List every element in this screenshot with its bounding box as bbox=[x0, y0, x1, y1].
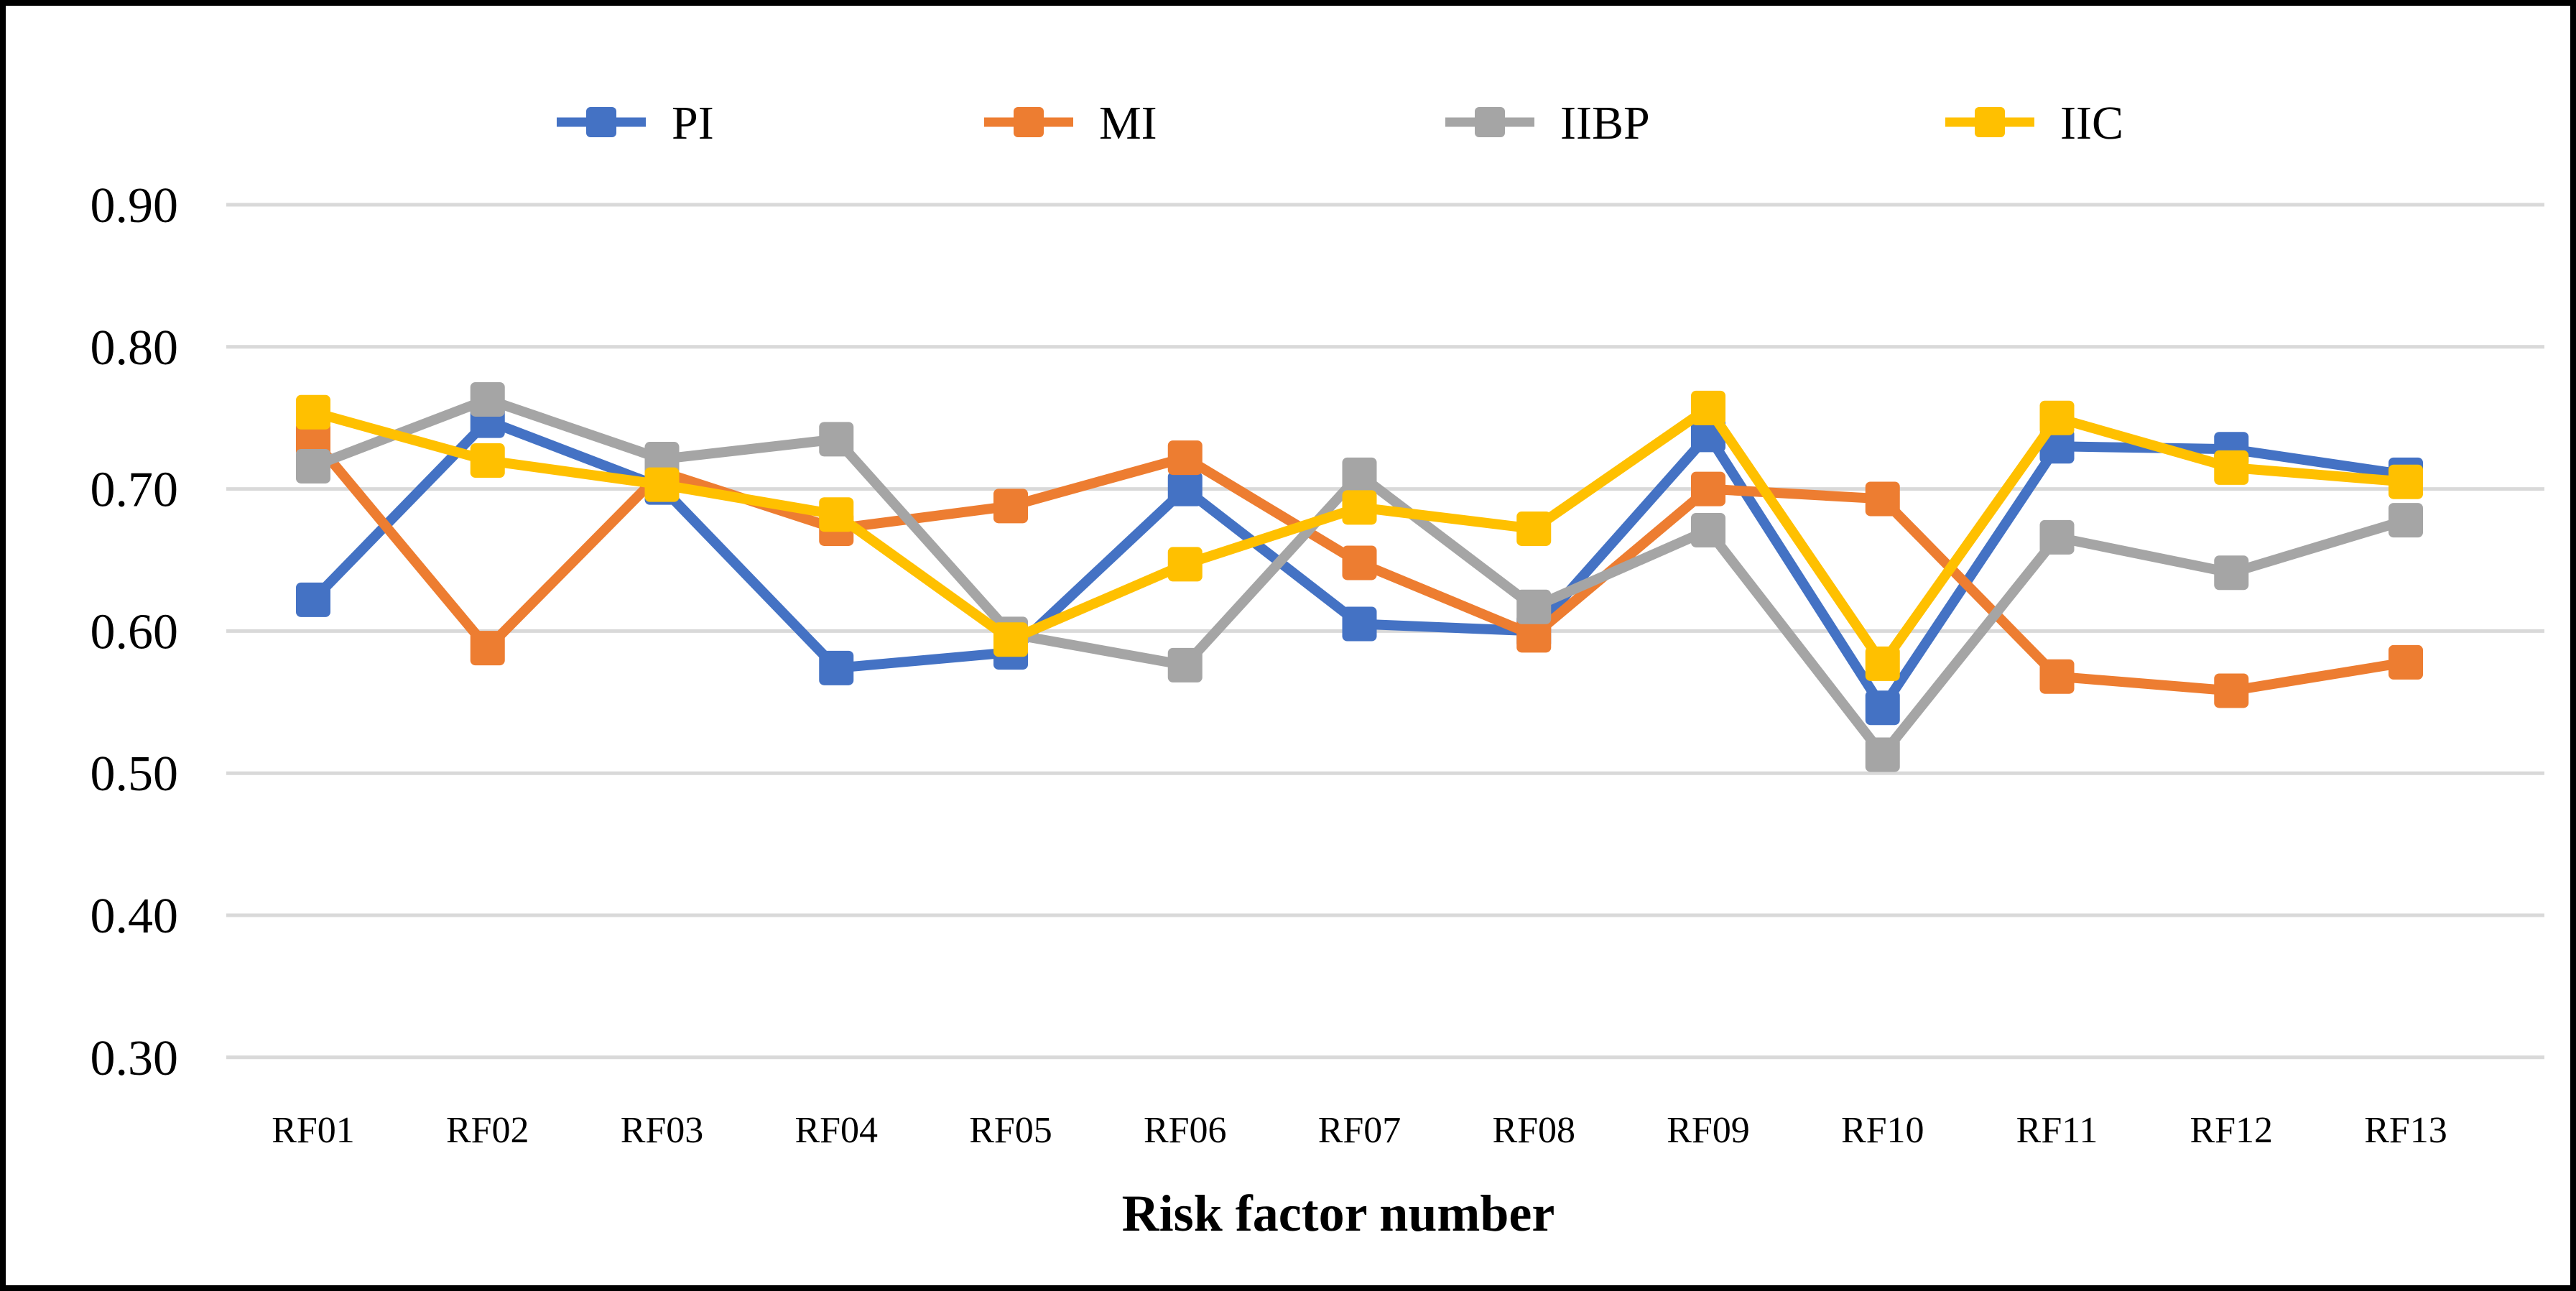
series-marker-IIC-RF05 bbox=[993, 622, 1028, 657]
series-marker-IIBP-RF01 bbox=[296, 448, 330, 483]
x-tick-label-RF02: RF02 bbox=[446, 1110, 529, 1151]
series-marker-IIBP-RF08 bbox=[1516, 589, 1552, 624]
series-marker-IIBP-RF10 bbox=[1865, 737, 1900, 772]
series-marker-IIC-RF01 bbox=[296, 394, 330, 430]
series-marker-IIC-RF04 bbox=[819, 497, 854, 532]
series-marker-IIC-RF13 bbox=[2389, 464, 2423, 499]
x-tick-label-RF11: RF11 bbox=[2016, 1110, 2098, 1151]
legend-swatch-IIBP bbox=[1475, 107, 1505, 137]
y-tick-label-0.70: 0.70 bbox=[91, 463, 179, 518]
series-marker-MI-RF09 bbox=[1691, 471, 1725, 506]
series-marker-IIBP-RF09 bbox=[1691, 512, 1725, 547]
x-tick-label-RF12: RF12 bbox=[2190, 1110, 2273, 1151]
x-tick-label-RF06: RF06 bbox=[1144, 1110, 1227, 1151]
legend-label-MI: MI bbox=[1099, 97, 1157, 149]
series-marker-MI-RF10 bbox=[1865, 481, 1900, 517]
series-marker-PI-RF06 bbox=[1167, 471, 1203, 506]
y-tick-label-0.80: 0.80 bbox=[91, 320, 179, 376]
series-marker-IIBP-RF12 bbox=[2214, 555, 2249, 591]
x-tick-label-RF07: RF07 bbox=[1318, 1110, 1401, 1151]
series-marker-MI-RF05 bbox=[993, 489, 1028, 524]
series-marker-MI-RF01 bbox=[296, 422, 330, 457]
data-series bbox=[296, 381, 2423, 772]
series-marker-IIBP-RF07 bbox=[1342, 457, 1377, 492]
series-marker-MI-RF13 bbox=[2389, 644, 2423, 680]
x-axis-title: Risk factor number bbox=[1122, 1185, 1555, 1242]
legend-swatch-IIC bbox=[1975, 107, 2005, 137]
series-marker-MI-RF06 bbox=[1167, 440, 1203, 476]
series-marker-IIBP-RF11 bbox=[2039, 519, 2075, 555]
series-marker-IIC-RF08 bbox=[1516, 511, 1552, 546]
y-tick-label-0.30: 0.30 bbox=[91, 1031, 179, 1086]
series-marker-IIC-RF07 bbox=[1342, 490, 1377, 525]
series-marker-MI-RF12 bbox=[2214, 673, 2249, 708]
series-marker-IIBP-RF06 bbox=[1167, 647, 1203, 682]
x-tick-label-RF03: RF03 bbox=[621, 1110, 704, 1151]
series-marker-PI-RF01 bbox=[296, 582, 330, 617]
series-marker-MI-RF08 bbox=[1516, 618, 1552, 653]
series-marker-PI-RF04 bbox=[819, 650, 854, 685]
legend-swatch-MI bbox=[1014, 107, 1044, 137]
y-axis-tick-labels: 0.90 0.80 0.70 0.60 0.50 0.40 0.30 bbox=[91, 178, 179, 1086]
risk-factor-line-chart: 0.900.800.700.600.500.400.30 RF01 RF02 RF0… bbox=[91, 97, 2544, 1242]
series-marker-MI-RF07 bbox=[1342, 545, 1377, 580]
x-tick-label-RF05: RF05 bbox=[969, 1110, 1052, 1151]
series-marker-IIC-RF06 bbox=[1167, 547, 1203, 582]
x-axis-tick-labels: RF01 RF02 RF03 RF04 RF05 RF06 RF07 RF08 RF09 RF10… bbox=[272, 1110, 2447, 1151]
series-marker-IIC-RF12 bbox=[2214, 450, 2249, 485]
legend-label-IIBP: IIBP bbox=[1560, 97, 1650, 149]
series-marker-MI-RF02 bbox=[470, 631, 505, 666]
gridlines bbox=[226, 203, 2544, 1060]
y-tick-label-0.90: 0.90 bbox=[91, 178, 179, 233]
series-marker-IIC-RF10 bbox=[1865, 646, 1900, 681]
series-marker-IIC-RF09 bbox=[1691, 390, 1725, 425]
x-tick-label-RF10: RF10 bbox=[1841, 1110, 1924, 1151]
series-marker-IIC-RF11 bbox=[2039, 400, 2075, 435]
y-tick-label-0.50: 0.50 bbox=[91, 746, 179, 802]
legend-label-PI: PI bbox=[672, 97, 714, 149]
x-tick-label-RF09: RF09 bbox=[1667, 1110, 1750, 1151]
legend-swatch-PI bbox=[586, 107, 616, 137]
legend-label-IIC: IIC bbox=[2060, 97, 2123, 149]
x-tick-label-RF08: RF08 bbox=[1492, 1110, 1575, 1151]
x-tick-label-RF01: RF01 bbox=[272, 1110, 355, 1151]
series-marker-IIBP-RF02 bbox=[470, 381, 505, 417]
series-marker-PI-RF10 bbox=[1865, 690, 1900, 726]
chart-legend: PI MI IIBP IIC bbox=[557, 97, 2123, 149]
x-tick-label-RF13: RF13 bbox=[2364, 1110, 2447, 1151]
y-tick-label-0.60: 0.60 bbox=[91, 604, 179, 660]
x-tick-label-RF04: RF04 bbox=[794, 1110, 878, 1151]
series-marker-IIBP-RF13 bbox=[2389, 503, 2423, 538]
y-tick-label-0.40: 0.40 bbox=[91, 889, 179, 944]
series-marker-IIC-RF03 bbox=[644, 467, 680, 502]
series-marker-IIBP-RF04 bbox=[819, 422, 854, 457]
series-marker-MI-RF11 bbox=[2039, 659, 2075, 694]
series-marker-PI-RF07 bbox=[1342, 606, 1377, 642]
series-marker-IIC-RF02 bbox=[470, 443, 505, 478]
